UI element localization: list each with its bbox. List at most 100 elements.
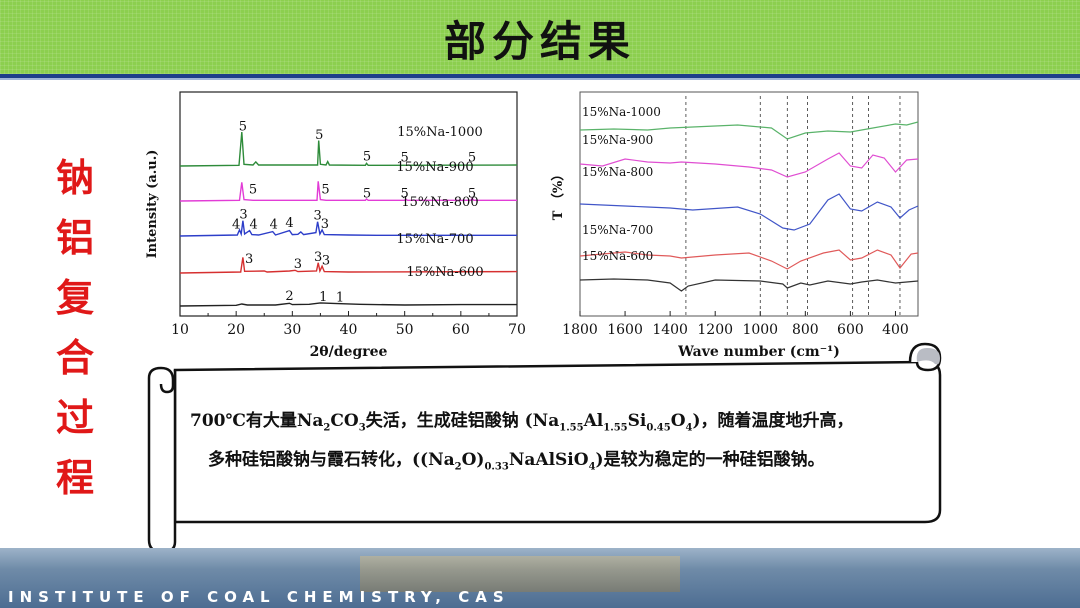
caption-text: O)	[461, 450, 485, 471]
peak-label: 3	[322, 254, 330, 269]
series-line	[579, 193, 919, 231]
caption-subscript: 1.55	[603, 422, 628, 434]
series-line	[579, 152, 919, 178]
legend-label: 15%Na-900	[582, 133, 653, 147]
x-tick-label: 40	[340, 322, 358, 338]
caption: 700℃有大量Na2CO3失活，生成硅铝酸钠 (Na1.55Al1.55Si0.…	[190, 405, 910, 484]
caption-subscript: 2	[454, 461, 462, 473]
side-title: 钠 铝 复 合 过 程	[44, 148, 106, 508]
peak-label: 5	[363, 186, 371, 201]
x-tick-label: 50	[396, 322, 414, 338]
peak-label: 3	[314, 250, 322, 265]
side-title-char: 铝	[55, 216, 94, 260]
caption-text: 700℃有大量Na	[190, 411, 324, 431]
caption-line-2: 多种硅铝酸钠与霞石转化，((Na2O)0.33NaAlSiO4)是较为稳定的一种…	[190, 444, 910, 483]
series-line	[579, 278, 919, 292]
caption-line-1: 700℃有大量Na2CO3失活，生成硅铝酸钠 (Na1.55Al1.55Si0.…	[190, 405, 910, 444]
x-tick-label: 1000	[742, 322, 778, 338]
peak-label: 5	[249, 183, 257, 198]
series-line	[179, 181, 517, 202]
footer-banner: INSTITUTE OF COAL CHEMISTRY, CAS	[0, 548, 1080, 608]
side-title-char: 复	[55, 276, 94, 320]
xrd-chart: 10 20 30 40 50 60 70 2θ/degree Intensity (a.u.) 1…	[145, 91, 526, 360]
caption-subscript: 3	[358, 422, 366, 434]
legend-label: 15%Na-600	[582, 249, 653, 263]
x-axis-label: Wave number (cm⁻¹)	[677, 344, 840, 360]
series-line	[579, 121, 919, 140]
peak-label: 5	[321, 183, 329, 198]
series-line	[179, 302, 517, 307]
caption-text: O	[670, 411, 686, 431]
caption-text: NaAlSiO	[508, 450, 589, 471]
peak-label: 3	[313, 209, 321, 224]
y-axis-label: Intensity (a.u.)	[145, 150, 160, 259]
series-line	[579, 249, 919, 270]
peak-label: 5	[315, 128, 323, 143]
x-axis-label: 2θ/degree	[310, 344, 388, 360]
legend-label: 15%Na-800	[401, 195, 478, 210]
peak-label: 3	[321, 217, 329, 232]
caption-text: 多种硅铝酸钠与霞石转化，((Na	[208, 450, 455, 471]
side-title-char: 过	[55, 396, 94, 440]
x-tick-label: 1600	[607, 322, 643, 338]
building-photo	[360, 556, 680, 592]
peak-label: 5	[239, 119, 247, 134]
x-tick-label: 600	[837, 322, 864, 338]
peak-label: 4	[232, 218, 240, 233]
x-tick-label: 800	[792, 322, 819, 338]
caption-subscript: 0.45	[646, 422, 671, 434]
peak-label: 5	[468, 186, 476, 201]
series-line	[179, 131, 518, 167]
x-tick-label: 1800	[562, 322, 598, 338]
side-title-char: 程	[55, 456, 94, 500]
caption-subscript: 4	[685, 422, 693, 434]
peak-label: 4	[249, 218, 257, 233]
legend-label: 15%Na-1000	[582, 105, 661, 119]
peak-label: 3	[294, 257, 302, 272]
caption-text: )是较为稳定的一种硅铝酸钠。	[595, 450, 825, 471]
caption-text: 失活，生成硅铝酸钠 (Na	[365, 411, 560, 431]
caption-text: CO	[330, 411, 359, 431]
caption-subscript: 2	[323, 422, 331, 434]
x-tick-label: 10	[171, 322, 189, 338]
peak-label: 5	[401, 187, 409, 202]
caption-text: Al	[583, 411, 604, 431]
caption-text: Si	[627, 411, 647, 431]
x-tick-label: 20	[227, 322, 245, 338]
ftir-chart: 1800 1600 1400 1200 1000 800 600 400 Wave number…	[550, 91, 919, 360]
peak-label: 2	[285, 289, 293, 304]
x-tick-label: 400	[882, 322, 909, 338]
series-line	[179, 220, 517, 237]
y-axis-label: T （%）	[550, 168, 566, 221]
peak-label: 4	[270, 218, 278, 233]
series-line	[179, 257, 518, 274]
page-title: 部分结果	[443, 17, 636, 66]
x-tick-label: 1200	[697, 322, 733, 338]
peak-label: 4	[285, 216, 293, 231]
legend-label: 15%Na-1000	[397, 125, 483, 140]
peak-label: 5	[401, 151, 409, 166]
legend-label: 15%Na-700	[582, 223, 653, 237]
institute-name: INSTITUTE OF COAL CHEMISTRY, CAS	[8, 588, 510, 606]
legend-label: 15%Na-800	[582, 165, 653, 179]
side-title-char: 合	[55, 336, 94, 380]
caption-subscript: 0.33	[484, 461, 509, 473]
x-tick-label: 30	[283, 322, 301, 338]
legend-label: 15%Na-600	[406, 265, 483, 280]
x-tick-label: 70	[508, 322, 526, 338]
peak-label: 3	[245, 252, 253, 267]
legend-label: 15%Na-700	[396, 232, 473, 247]
legend-label: 15%Na-900	[396, 160, 473, 175]
peak-label: 1	[336, 291, 344, 306]
peak-label: 3	[239, 208, 247, 223]
x-tick-label: 1400	[652, 322, 688, 338]
peak-label: 5	[363, 150, 371, 165]
caption-text: )，随着温度地升高，	[692, 411, 854, 431]
title-underline-light	[0, 78, 1080, 80]
caption-subscript: 4	[588, 461, 596, 473]
peak-label: 1	[319, 290, 327, 305]
caption-subscript: 1.55	[559, 422, 584, 434]
peak-label: 5	[468, 151, 476, 166]
title-bar: 部分结果	[0, 0, 1080, 74]
side-title-char: 钠	[55, 156, 94, 200]
